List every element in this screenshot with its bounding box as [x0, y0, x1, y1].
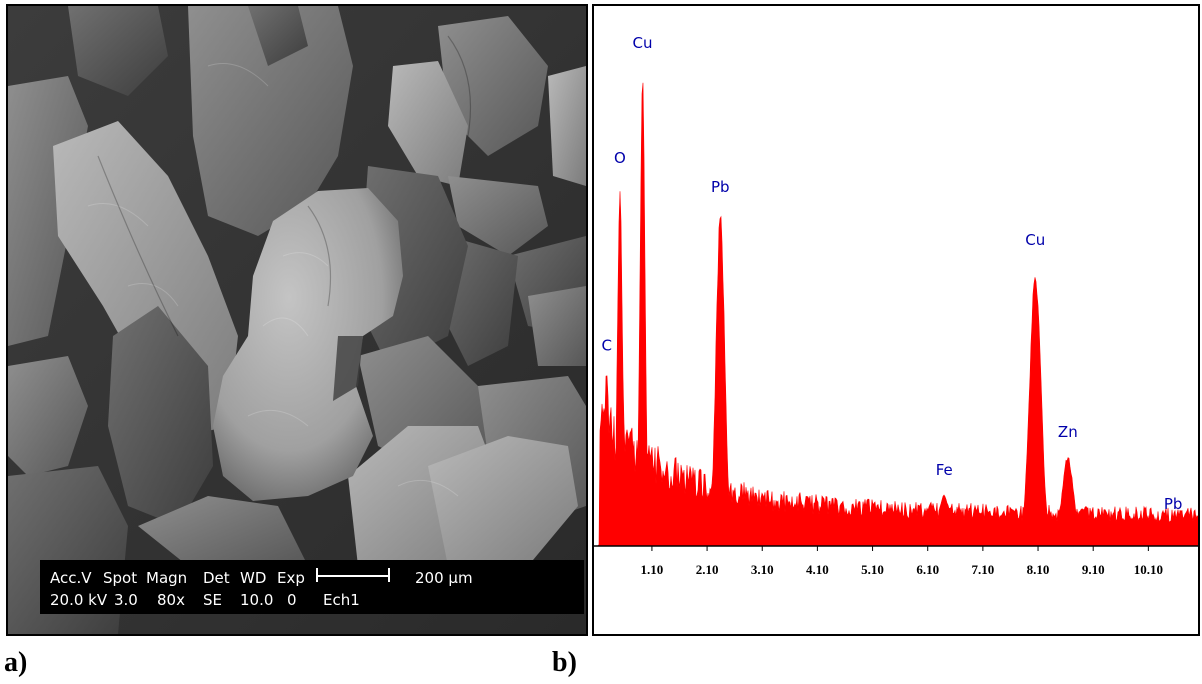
- databar-det-header: Det: [203, 569, 230, 587]
- sem-micrograph-image: [8, 6, 586, 634]
- peak-label-fe: Fe: [936, 461, 953, 479]
- x-tick-label: 3.10: [751, 562, 774, 577]
- databar-exp-header: Exp: [277, 569, 305, 587]
- peak-label-zn: Zn: [1058, 423, 1078, 441]
- sem-databar: Acc.V Spot Magn Det WD Exp 20.0 kV 3.0 8…: [40, 560, 584, 614]
- panel-label-b: b): [552, 647, 577, 678]
- databar-acc-v-header: Acc.V: [50, 569, 92, 587]
- peak-label-cu: Cu: [1025, 231, 1045, 249]
- databar-wd-header: WD: [240, 569, 267, 587]
- databar-magn-value: 80x: [157, 591, 185, 609]
- x-tick-label: 6.10: [916, 562, 939, 577]
- peak-label-cu: Cu: [633, 34, 653, 52]
- databar-spot-header: Spot: [103, 569, 138, 587]
- eds-spectrum-panel: 1.10 2.10 3.10 4.10 5.10 6.10 7.10 8.10 9.10 10.1…: [592, 4, 1200, 636]
- spectrum-area: [594, 82, 1198, 547]
- x-tick-label: 10.10: [1134, 562, 1163, 577]
- databar-exp-value: 0: [287, 591, 297, 609]
- peak-label-layer: C O Cu Pb Fe Cu Zn Pb: [601, 34, 1182, 513]
- peak-label-pb: Pb: [711, 178, 730, 196]
- databar-acc-v-value: 20.0 kV: [50, 591, 108, 609]
- x-tick-label: 4.10: [806, 562, 829, 577]
- x-tick-label: 2.10: [696, 562, 719, 577]
- x-tick-label: 8.10: [1027, 562, 1050, 577]
- x-tick-layer: 1.10 2.10 3.10 4.10 5.10 6.10 7.10 8.10 9.10 10.1…: [641, 546, 1163, 577]
- databar-sample-name: Ech1: [323, 591, 360, 609]
- databar-wd-value: 10.0: [240, 591, 274, 609]
- eds-spectrum-chart: 1.10 2.10 3.10 4.10 5.10 6.10 7.10 8.10 9.10 10.1…: [594, 34, 1198, 577]
- peak-label-pb: Pb: [1164, 495, 1183, 513]
- databar-spot-value: 3.0: [114, 591, 138, 609]
- databar-det-value: SE: [203, 591, 222, 609]
- x-tick-label: 9.10: [1082, 562, 1105, 577]
- scale-bar: [316, 575, 390, 577]
- peak-label-c: C: [601, 336, 611, 354]
- x-tick-label: 7.10: [972, 562, 995, 577]
- spectrum-layer: [594, 82, 1198, 547]
- databar-magn-header: Magn: [146, 569, 188, 587]
- peak-label-o: O: [614, 149, 626, 167]
- panel-label-a: a): [4, 647, 28, 678]
- x-tick-label: 1.10: [641, 562, 664, 577]
- x-tick-label: 5.10: [861, 562, 884, 577]
- sem-micrograph-panel: Acc.V Spot Magn Det WD Exp 20.0 kV 3.0 8…: [6, 4, 588, 636]
- scale-bar-label: 200 µm: [415, 569, 473, 587]
- scale-bar-right-tick: [388, 568, 390, 582]
